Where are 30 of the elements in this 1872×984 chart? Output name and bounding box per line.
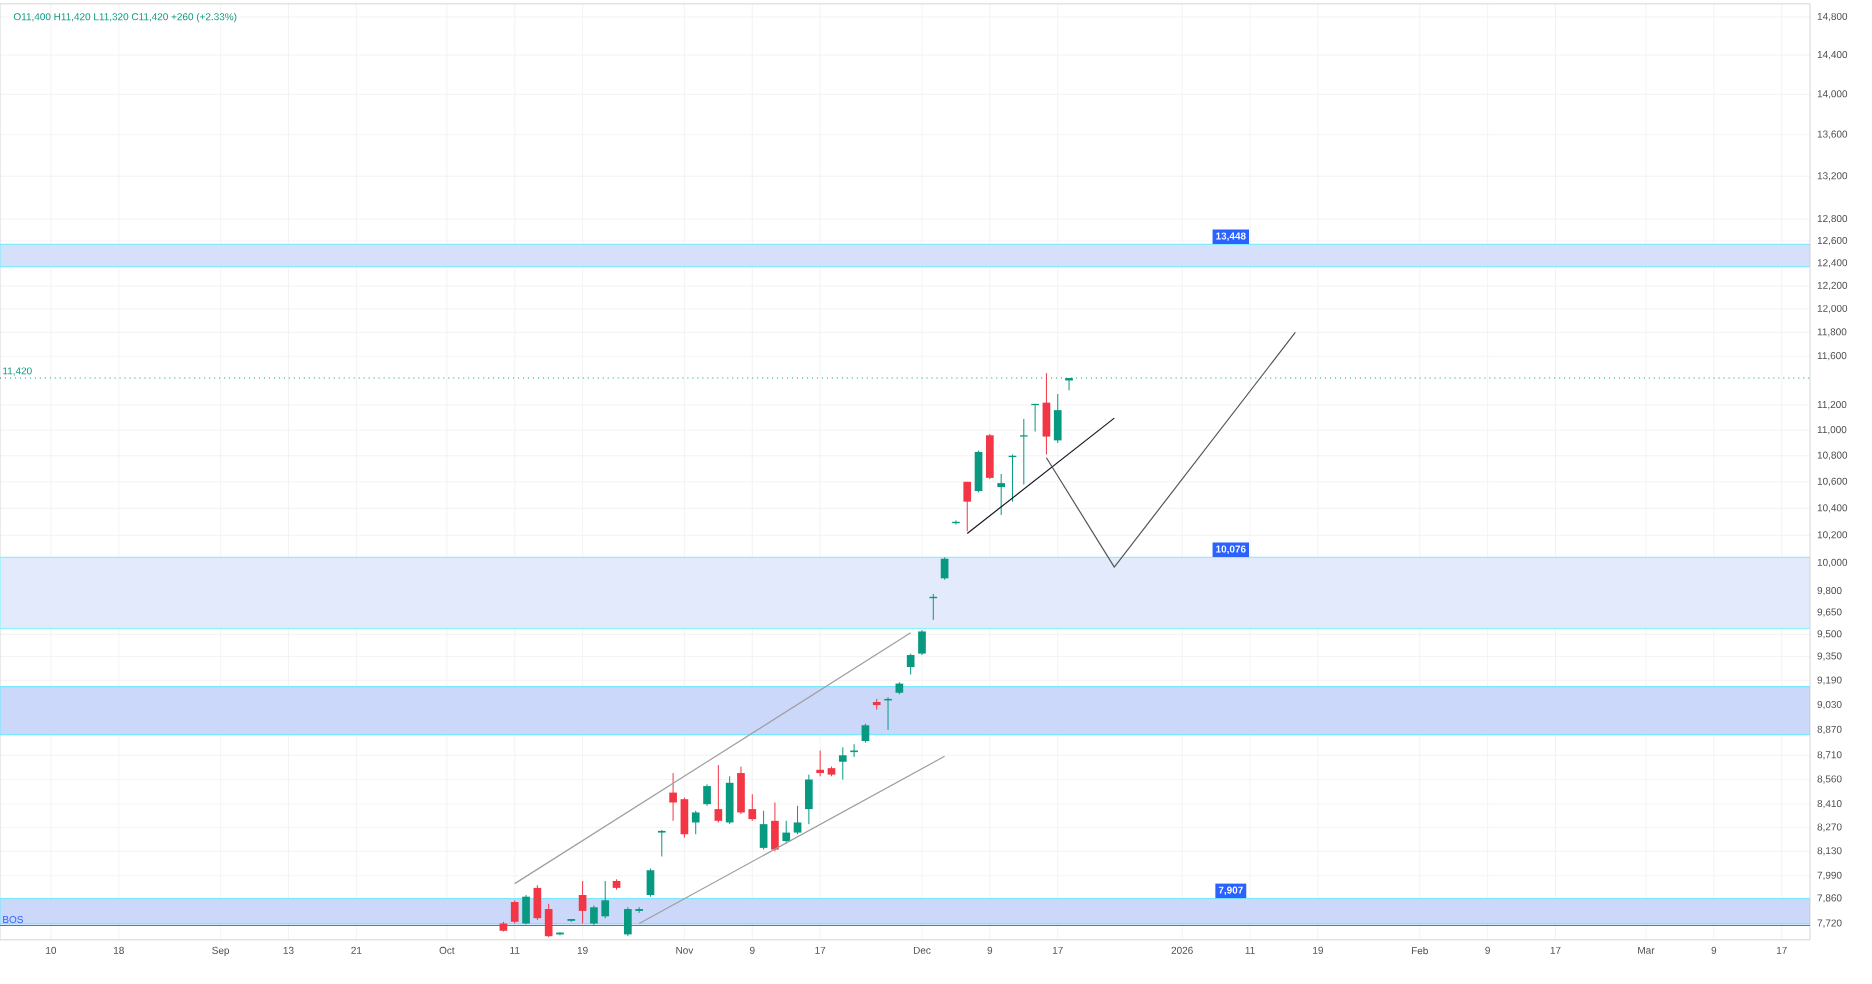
candlestick xyxy=(861,723,870,744)
candlestick xyxy=(816,750,825,777)
candlestick xyxy=(669,772,677,822)
candlestick xyxy=(1019,418,1028,485)
candlestick xyxy=(510,899,519,925)
candlestick xyxy=(703,783,711,807)
candlestick xyxy=(918,629,926,656)
candlestick xyxy=(522,894,530,925)
candlestick xyxy=(963,481,972,532)
candlestick xyxy=(1053,393,1062,444)
candlestick xyxy=(714,764,723,823)
candlestick xyxy=(771,801,779,852)
candlestick xyxy=(782,820,791,844)
candlestick xyxy=(691,810,700,835)
candlestick xyxy=(759,810,768,851)
candlestick xyxy=(533,884,542,921)
candlestick xyxy=(1042,372,1051,455)
candlestick xyxy=(906,653,915,676)
candlestick xyxy=(793,805,802,835)
candlestick xyxy=(657,829,666,857)
candlestick xyxy=(974,450,983,493)
candlestick xyxy=(680,797,689,839)
candlestick xyxy=(578,880,587,925)
candlestick xyxy=(997,473,1006,516)
candlestick xyxy=(646,868,655,898)
candlestick xyxy=(838,746,847,781)
candlestick xyxy=(986,433,994,480)
candlestick xyxy=(805,774,813,825)
candlestick xyxy=(544,903,553,938)
candlestick xyxy=(725,775,734,825)
